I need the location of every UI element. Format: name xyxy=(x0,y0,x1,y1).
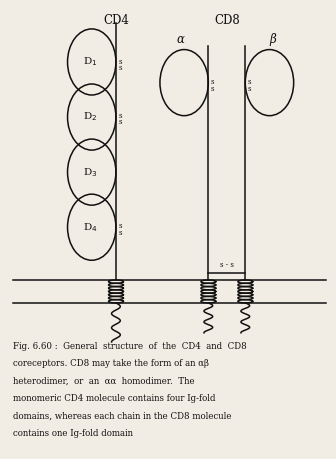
Text: D$_4$: D$_4$ xyxy=(83,221,97,234)
Text: s: s xyxy=(119,57,122,66)
Text: D$_1$: D$_1$ xyxy=(83,56,97,68)
Text: s: s xyxy=(119,118,122,126)
Text: s: s xyxy=(119,112,122,120)
Text: β: β xyxy=(269,33,276,46)
Text: s: s xyxy=(248,78,251,86)
Text: CD4: CD4 xyxy=(103,14,129,27)
Text: monomeric CD4 molecule contains four Ig-fold: monomeric CD4 molecule contains four Ig-… xyxy=(13,394,216,403)
Text: s: s xyxy=(211,84,214,93)
Text: s: s xyxy=(119,64,122,72)
Text: CD8: CD8 xyxy=(214,14,240,27)
Text: s: s xyxy=(211,78,214,86)
Text: contains one Ig-fold domain: contains one Ig-fold domain xyxy=(13,429,133,438)
Text: D$_3$: D$_3$ xyxy=(83,166,97,179)
Text: s: s xyxy=(119,222,122,230)
Text: α: α xyxy=(177,33,185,46)
Text: D$_2$: D$_2$ xyxy=(83,111,97,123)
Text: s - s: s - s xyxy=(220,262,234,269)
Text: Fig. 6.60 :  General  structure  of  the  CD4  and  CD8: Fig. 6.60 : General structure of the CD4… xyxy=(13,342,247,351)
Text: domains, whereas each chain in the CD8 molecule: domains, whereas each chain in the CD8 m… xyxy=(13,412,232,421)
Text: coreceptors. CD8 may take the form of an αβ: coreceptors. CD8 may take the form of an… xyxy=(13,359,209,369)
Text: s: s xyxy=(119,229,122,237)
Text: heterodimer,  or  an  αα  homodimer.  The: heterodimer, or an αα homodimer. The xyxy=(13,377,195,386)
Text: s: s xyxy=(248,84,251,93)
